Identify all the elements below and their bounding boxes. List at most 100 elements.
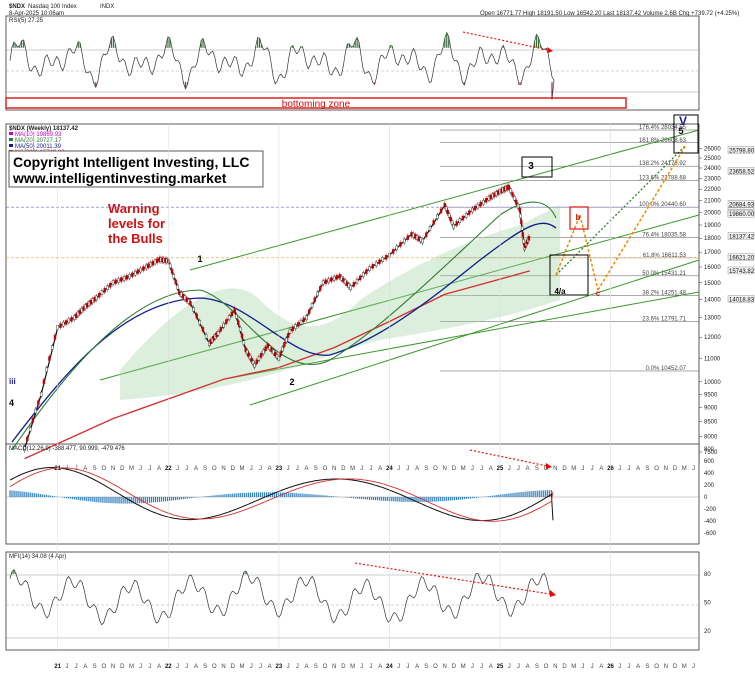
month-label: J xyxy=(397,466,400,472)
candle-body xyxy=(321,280,325,285)
candle-body xyxy=(62,321,65,327)
candle-body xyxy=(245,350,249,355)
month-label: S xyxy=(93,664,97,670)
month-label: A xyxy=(194,466,198,472)
bottoming-zone-box xyxy=(5,97,627,109)
candle-body xyxy=(450,220,454,225)
month-label: J xyxy=(618,466,621,472)
warning-line2: levels for xyxy=(108,216,165,231)
candle-body xyxy=(216,331,220,336)
month-label: J xyxy=(250,664,253,670)
month-label: D xyxy=(452,466,457,472)
candle-body xyxy=(352,282,356,287)
month-label: O xyxy=(101,466,106,472)
month-label: N xyxy=(664,664,668,670)
candle-body xyxy=(335,275,339,280)
month-label: S xyxy=(535,664,539,670)
candle-body xyxy=(259,352,263,358)
candle-body xyxy=(170,268,174,274)
rsi-arrowhead xyxy=(547,47,553,53)
fib-label: 50.0% 15431.21 xyxy=(642,271,686,277)
mfi-divergence-arrow xyxy=(354,562,557,596)
month-label: O xyxy=(323,466,328,472)
month-label: O xyxy=(212,664,217,670)
price-tick-label: 17000 xyxy=(704,250,721,256)
rsi-overbought-fills xyxy=(11,32,553,100)
candle-body xyxy=(131,272,134,277)
channel-support xyxy=(229,291,700,379)
month-label: M xyxy=(350,466,355,472)
candle-body xyxy=(515,199,518,205)
candle-body xyxy=(264,346,267,351)
price-tick-label: 8000 xyxy=(704,434,718,440)
candle-body xyxy=(482,199,485,205)
candle-body xyxy=(384,255,388,260)
price-tick-label: 12000 xyxy=(704,335,721,341)
mfi-tick-label: 80 xyxy=(704,572,711,578)
wave-iii-label: iii xyxy=(9,377,16,386)
month-label: S xyxy=(424,664,428,670)
month-label: J xyxy=(517,664,520,670)
price-tag-label: 15743.82 xyxy=(729,269,755,275)
price-tag xyxy=(727,146,755,154)
month-label: N xyxy=(664,466,668,472)
candle-body xyxy=(443,203,446,208)
month-label: D xyxy=(452,664,457,670)
candle-body xyxy=(219,327,223,332)
price-tick-label: 21000 xyxy=(704,199,721,205)
candle-body xyxy=(95,295,98,301)
fib-label: 123.6% 22788.68 xyxy=(639,176,687,182)
month-label: A xyxy=(599,664,603,670)
mfi-arrowhead xyxy=(550,590,556,597)
month-label: M xyxy=(571,664,576,670)
month-label: N xyxy=(553,466,557,472)
month-label: J xyxy=(471,664,474,670)
price-tag-label: 20684.93 xyxy=(729,202,755,208)
candle-body xyxy=(151,261,155,266)
candle-body xyxy=(255,359,258,365)
candle-body xyxy=(286,333,290,338)
candle-body xyxy=(520,219,523,225)
month-label: J xyxy=(406,664,409,670)
wave-4a-label: 4/a xyxy=(554,287,566,296)
candle-body xyxy=(117,278,120,283)
projection-orange-up xyxy=(555,214,581,276)
price-tag xyxy=(727,200,755,208)
month-label: A xyxy=(636,466,640,472)
candle-body xyxy=(31,417,35,423)
month-label: A xyxy=(415,664,419,670)
month-label: J xyxy=(148,664,151,670)
ma200-line xyxy=(24,270,530,460)
month-label: A xyxy=(489,664,493,670)
month-label: J xyxy=(287,466,290,472)
copyright-line2: www.intelligentinvesting.market xyxy=(12,170,227,186)
candle-body xyxy=(34,408,37,414)
month-label: J xyxy=(250,466,253,472)
candle-body xyxy=(233,308,236,313)
candle-body xyxy=(240,333,244,339)
header-exchange: INDX xyxy=(100,4,114,10)
month-label: M xyxy=(461,664,466,670)
candle-body xyxy=(421,238,424,244)
candle-body xyxy=(176,284,179,290)
candle-body xyxy=(98,293,101,298)
legend-item: MA(50) 20011.39 xyxy=(15,144,62,150)
month-label: A xyxy=(489,466,493,472)
month-label: J xyxy=(148,466,151,472)
copyright-line1: Copyright Intelligent Investing, LLC xyxy=(13,154,249,170)
candle-body xyxy=(436,214,439,219)
month-label: J xyxy=(692,664,695,670)
candle-body xyxy=(374,261,378,267)
candle-body xyxy=(248,355,252,360)
mfi-line xyxy=(9,568,551,626)
candle-body xyxy=(70,317,73,322)
candle-body xyxy=(449,216,452,222)
candle-body xyxy=(257,356,261,361)
candle-body xyxy=(378,259,381,264)
price-label: $NDX (Weekly) 18137.42 xyxy=(9,126,79,132)
candle-body xyxy=(174,279,177,284)
price-tag xyxy=(727,295,755,303)
month-label: M xyxy=(682,664,687,670)
month-label: O xyxy=(433,466,438,472)
